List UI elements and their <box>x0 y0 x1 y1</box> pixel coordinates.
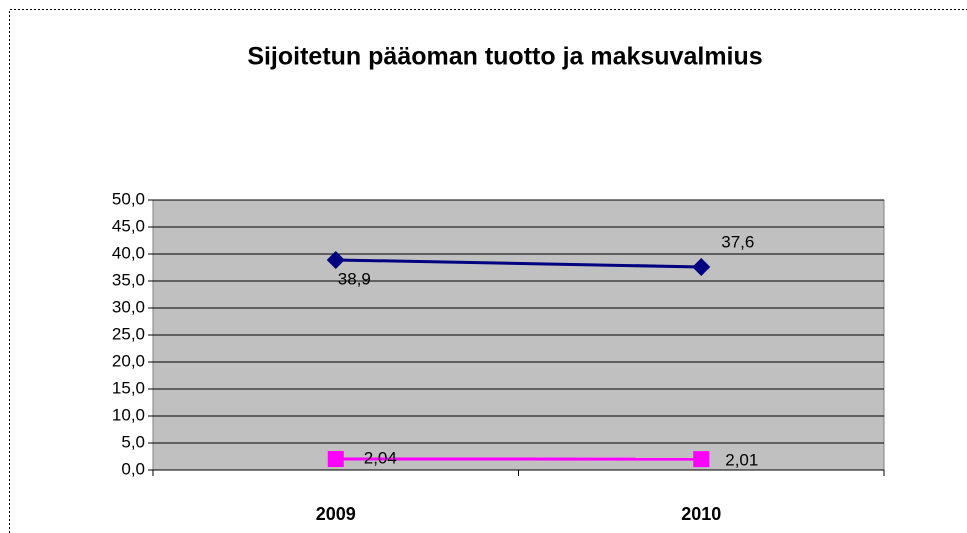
x-tick-label: 2009 <box>316 504 356 524</box>
marker <box>692 257 711 276</box>
series-line <box>335 258 702 269</box>
data-label: 37,6 <box>721 232 754 251</box>
y-tick-label: 25,0 <box>112 324 145 343</box>
marker <box>693 451 710 468</box>
chart-border <box>9 9 967 533</box>
y-tick-label: 15,0 <box>112 378 145 397</box>
y-tick-label: 5,0 <box>121 432 145 451</box>
marker <box>326 250 345 269</box>
y-tick-label: 50,0 <box>112 189 145 208</box>
data-label: 2,04 <box>364 448 397 467</box>
marker <box>327 450 344 467</box>
y-tick-label: 20,0 <box>112 351 145 370</box>
y-tick-label: 35,0 <box>112 270 145 289</box>
chart-title: Sijoitetun pääoman tuotto ja maksuvalmiu… <box>247 43 762 71</box>
data-label: 2,01 <box>725 451 758 470</box>
y-tick-label: 0,0 <box>121 459 145 478</box>
x-tick-label: 2010 <box>681 504 721 524</box>
y-tick-label: 45,0 <box>112 216 145 235</box>
y-tick-label: 10,0 <box>112 405 145 424</box>
data-label: 38,9 <box>338 269 371 288</box>
y-tick-label: 40,0 <box>112 243 145 262</box>
y-tick-label: 30,0 <box>112 297 145 316</box>
